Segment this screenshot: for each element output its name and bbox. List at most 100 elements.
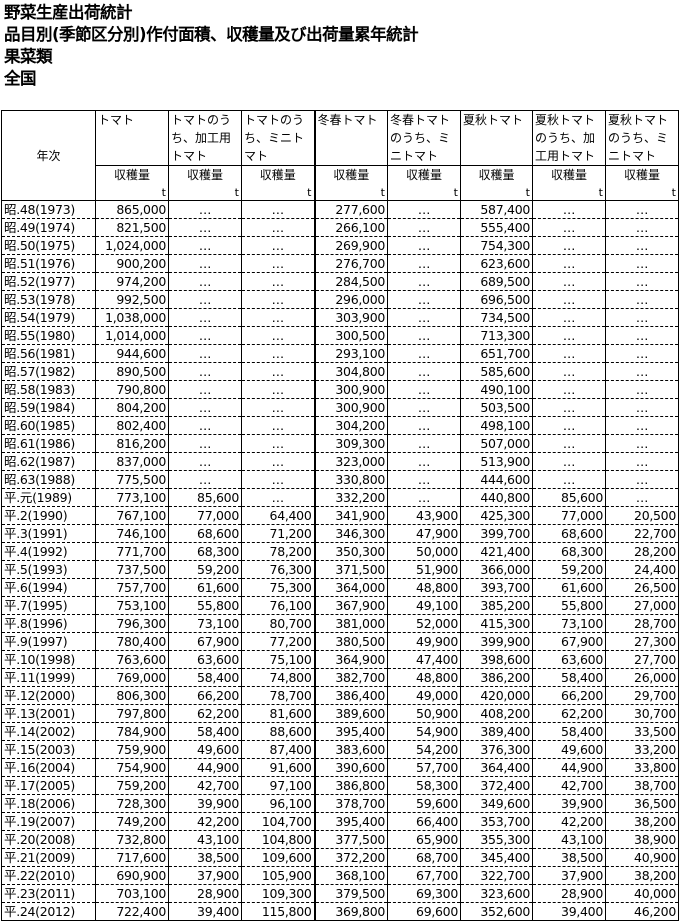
- value-cell: 58,400: [532, 722, 606, 741]
- table-row: 平.20(2008) 732,800 43,100 104,800 377,500 65,…: [1, 830, 679, 849]
- value-cell: 385,200: [460, 596, 533, 615]
- value-cell: 64,400: [241, 506, 315, 525]
- value-cell: 393,700: [460, 578, 533, 597]
- value-cell: 367,900: [313, 596, 388, 615]
- value-cell: 67,700: [387, 866, 461, 885]
- value-cell: 71,200: [241, 524, 315, 543]
- value-cell: …: [168, 452, 242, 471]
- value-cell: …: [605, 416, 679, 435]
- value-cell: 332,200: [313, 488, 388, 507]
- measure-label: 収穫量: [259, 168, 296, 182]
- value-cell: 39,900: [168, 794, 242, 813]
- table-row: 昭.57(1982) 890,500…… 304,800… 585,600……: [1, 362, 679, 381]
- value-cell: 378,700: [313, 794, 388, 813]
- value-cell: …: [168, 416, 242, 435]
- value-cell: 421,400: [460, 542, 533, 561]
- value-cell: …: [387, 200, 461, 219]
- value-cell: …: [605, 470, 679, 489]
- value-cell: 503,500: [460, 398, 533, 417]
- table-row: 昭.49(1974) 821,500…… 266,100… 555,400……: [1, 218, 679, 237]
- unit-label: t: [598, 186, 603, 199]
- value-cell: …: [532, 272, 606, 291]
- value-cell: 754,300: [460, 236, 533, 255]
- year-cell: 昭.49(1974): [1, 218, 96, 237]
- value-cell: 753,100: [95, 596, 169, 615]
- table-row: 平.19(2007) 749,200 42,200 104,700 395,400 66,…: [1, 812, 679, 831]
- value-cell: 38,500: [532, 848, 606, 867]
- value-cell: 33,500: [605, 722, 679, 741]
- table-row: 昭.61(1986) 816,200…… 309,300… 507,000……: [1, 434, 679, 453]
- value-cell: 323,600: [460, 884, 533, 903]
- value-cell: 68,700: [387, 848, 461, 867]
- value-cell: 323,000: [313, 452, 388, 471]
- value-cell: 513,900: [460, 452, 533, 471]
- table-row: 昭.51(1976) 900,200…… 276,700… 623,600……: [1, 254, 679, 273]
- value-cell: 395,400: [313, 722, 388, 741]
- value-cell: 386,200: [460, 668, 533, 687]
- value-cell: 55,800: [168, 596, 242, 615]
- year-cell: 昭.59(1984): [1, 398, 96, 417]
- column-header: 夏秋トマトのうち、ミニトマト: [605, 110, 679, 166]
- year-cell: 平.16(2004): [1, 758, 96, 777]
- year-cell: 昭.62(1987): [1, 452, 96, 471]
- value-cell: 816,200: [95, 434, 169, 453]
- value-cell: 42,700: [168, 776, 242, 795]
- year-cell: 平.8(1996): [1, 614, 96, 633]
- year-cell: 昭.51(1976): [1, 254, 96, 273]
- value-cell: 346,300: [313, 524, 388, 543]
- value-cell: 29,700: [605, 686, 679, 705]
- value-cell: 68,600: [532, 524, 606, 543]
- value-cell: …: [605, 452, 679, 471]
- value-cell: …: [387, 362, 461, 381]
- table-row: 平.4(1992) 771,700 68,300 78,200 350,300 50,00…: [1, 542, 679, 561]
- value-cell: …: [387, 416, 461, 435]
- value-cell: …: [532, 344, 606, 363]
- value-cell: 300,500: [313, 326, 388, 345]
- value-cell: 399,900: [460, 632, 533, 651]
- value-cell: 322,700: [460, 866, 533, 885]
- table-row: 昭.48(1973) 865,000…… 277,600… 587,400……: [1, 200, 679, 219]
- value-cell: 59,600: [387, 794, 461, 813]
- value-cell: 50,900: [387, 704, 461, 723]
- value-cell: 36,500: [605, 794, 679, 813]
- value-cell: 109,300: [241, 884, 315, 903]
- value-cell: …: [605, 272, 679, 291]
- value-cell: 66,200: [532, 686, 606, 705]
- value-cell: 775,500: [95, 470, 169, 489]
- value-cell: 40,000: [605, 884, 679, 903]
- value-cell: 398,600: [460, 650, 533, 669]
- value-cell: …: [387, 326, 461, 345]
- value-cell: 58,400: [168, 668, 242, 687]
- value-cell: …: [168, 236, 242, 255]
- value-cell: …: [605, 344, 679, 363]
- value-cell: 797,800: [95, 704, 169, 723]
- value-cell: 68,300: [168, 542, 242, 561]
- value-cell: 38,700: [605, 776, 679, 795]
- value-cell: 689,500: [460, 272, 533, 291]
- unit-label: t: [234, 186, 239, 199]
- value-cell: 58,300: [387, 776, 461, 795]
- year-cell: 昭.54(1979): [1, 308, 96, 327]
- title-category: 果菜類: [4, 47, 53, 66]
- value-cell: …: [168, 470, 242, 489]
- year-cell: 平.20(2008): [1, 830, 96, 849]
- value-cell: 355,300: [460, 830, 533, 849]
- value-cell: 349,600: [460, 794, 533, 813]
- value-cell: 389,600: [313, 704, 388, 723]
- table-row: 平.23(2011) 703,100 28,900 109,300 379,500 69,…: [1, 884, 679, 903]
- title-sub: 品目別(季節区分別)作付面積、収穫量及び出荷量累年統計: [4, 25, 419, 44]
- value-cell: …: [532, 254, 606, 273]
- year-cell: 昭.63(1988): [1, 470, 96, 489]
- year-cell: 平.18(2006): [1, 794, 96, 813]
- value-cell: 372,400: [460, 776, 533, 795]
- value-cell: 1,014,000: [95, 326, 169, 345]
- measure-header: 収穫量 t: [168, 165, 242, 201]
- year-cell: 平.9(1997): [1, 632, 96, 651]
- value-cell: 59,200: [168, 560, 242, 579]
- value-cell: …: [241, 434, 315, 453]
- value-cell: 784,900: [95, 722, 169, 741]
- value-cell: 304,800: [313, 362, 388, 381]
- value-cell: 804,200: [95, 398, 169, 417]
- value-cell: 1,024,000: [95, 236, 169, 255]
- value-cell: …: [605, 218, 679, 237]
